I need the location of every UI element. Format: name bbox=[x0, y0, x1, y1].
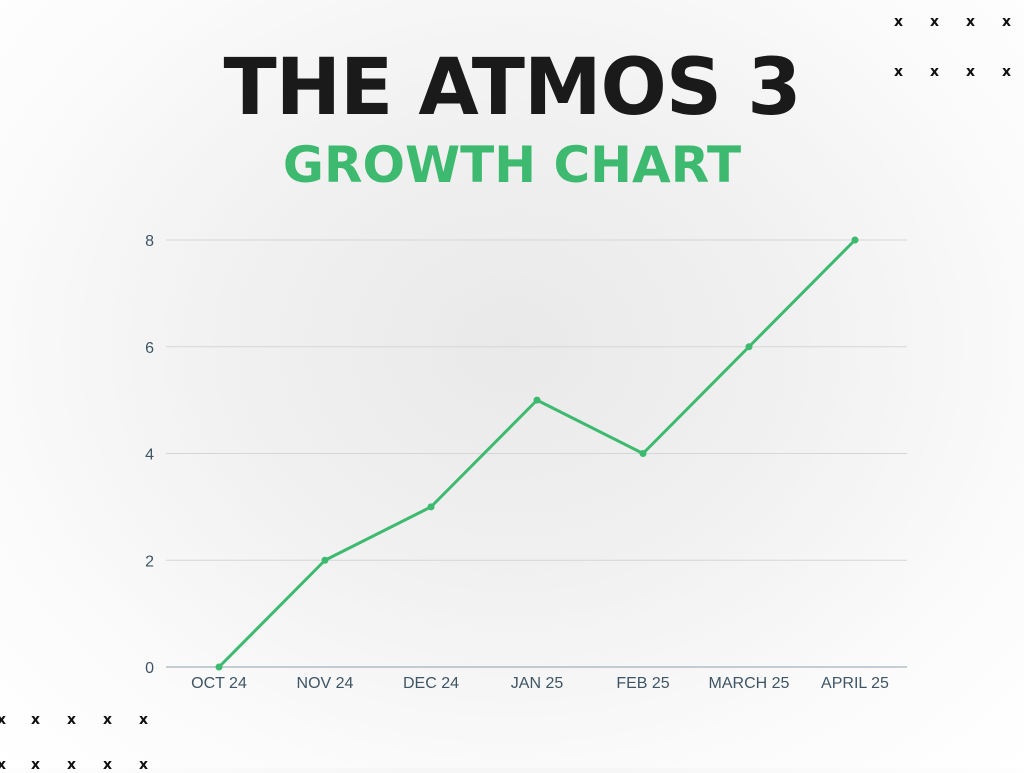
x-mark-decoration: x bbox=[894, 14, 904, 30]
x-mark-decoration: x bbox=[31, 712, 41, 728]
x-mark-decoration: x bbox=[103, 712, 113, 728]
x-mark-decoration: x bbox=[139, 712, 149, 728]
y-tick-label: 0 bbox=[145, 660, 154, 677]
x-tick-label: FEB 25 bbox=[616, 675, 669, 692]
x-mark-decoration: x bbox=[930, 64, 940, 80]
x-mark-decoration: x bbox=[139, 757, 149, 773]
x-mark-decoration: x bbox=[1002, 14, 1012, 30]
y-tick-label: 4 bbox=[145, 447, 154, 464]
x-tick-label: APRIL 25 bbox=[821, 675, 889, 692]
x-tick-label: JAN 25 bbox=[511, 675, 564, 692]
x-mark-decoration: x bbox=[894, 64, 904, 80]
x-mark-decoration: x bbox=[930, 14, 940, 30]
page-subtitle: GROWTH CHART bbox=[282, 136, 742, 194]
y-tick-label: 6 bbox=[145, 340, 154, 357]
x-mark-decoration: x bbox=[0, 712, 7, 728]
data-point bbox=[533, 396, 541, 404]
page-title: THE ATMOS 3 bbox=[223, 43, 802, 133]
data-point bbox=[851, 236, 859, 244]
x-mark-decoration: x bbox=[67, 712, 77, 728]
data-point bbox=[321, 556, 329, 564]
data-point bbox=[639, 450, 647, 457]
data-point bbox=[427, 503, 435, 511]
x-tick-label: NOV 24 bbox=[297, 675, 354, 692]
y-tick-label: 8 bbox=[145, 233, 154, 250]
x-mark-decoration: x bbox=[103, 757, 113, 773]
y-tick-label: 2 bbox=[145, 553, 154, 570]
x-tick-label: DEC 24 bbox=[403, 675, 459, 692]
x-mark-decoration: x bbox=[966, 64, 976, 80]
x-mark-decoration: x bbox=[31, 757, 41, 773]
x-mark-decoration: x bbox=[67, 757, 77, 773]
data-point bbox=[745, 343, 753, 351]
x-mark-decoration: x bbox=[0, 757, 7, 773]
x-mark-decoration: x bbox=[1002, 64, 1012, 80]
x-mark-decoration: x bbox=[966, 14, 976, 30]
x-tick-label: OCT 24 bbox=[191, 675, 247, 692]
data-point bbox=[215, 663, 223, 671]
x-tick-label: MARCH 25 bbox=[709, 675, 790, 692]
